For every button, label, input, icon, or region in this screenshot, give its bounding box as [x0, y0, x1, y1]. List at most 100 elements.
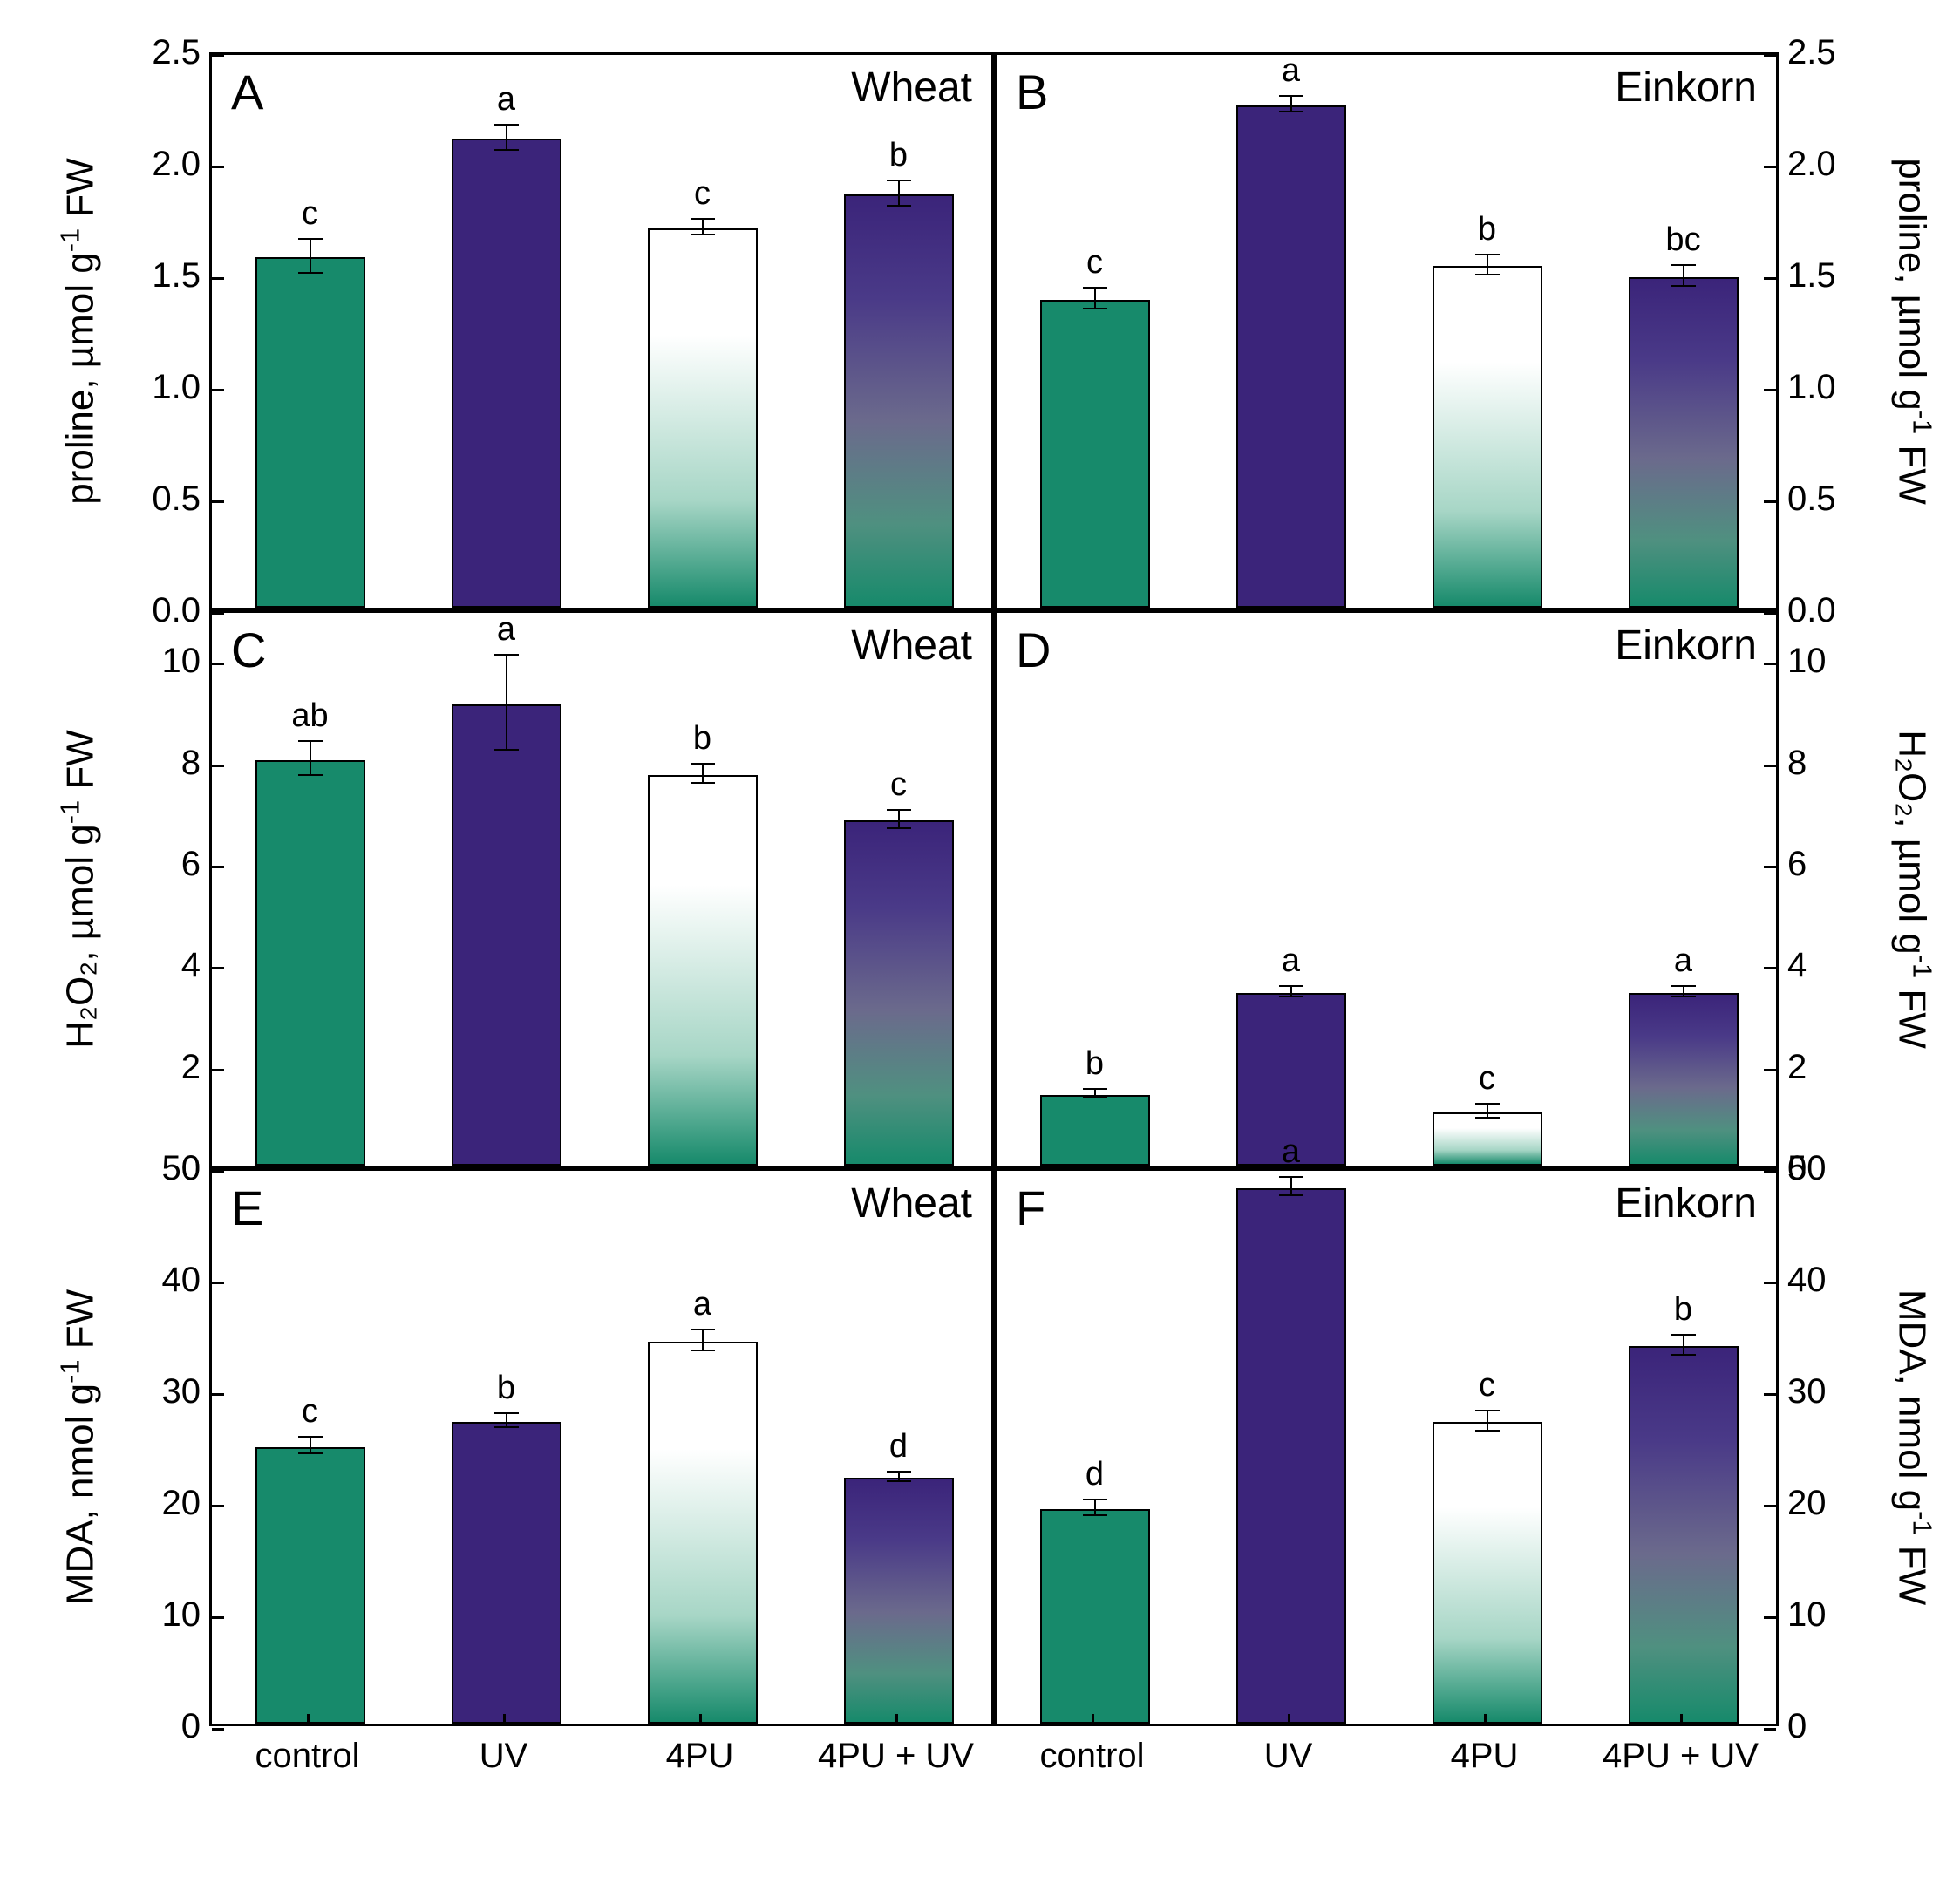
significance-label: a	[1282, 942, 1300, 980]
y-tick-label: 40	[162, 1261, 201, 1300]
panel-species: Wheat	[851, 64, 972, 112]
y-axis-title: proline, µmol g-1 FW	[1890, 158, 1938, 505]
bar: a	[452, 139, 561, 608]
y-tick-label: 40	[1787, 1261, 1827, 1300]
y-tick	[212, 1282, 224, 1284]
x-category-label: 4PU + UV	[818, 1737, 974, 1776]
y-tick	[212, 967, 224, 969]
error-bar	[898, 180, 900, 207]
y-tick-label: 1.5	[1787, 256, 1836, 296]
significance-label: a	[497, 81, 515, 119]
error-bar	[1290, 1176, 1292, 1196]
bar: c	[255, 257, 365, 608]
significance-label: d	[1085, 1456, 1104, 1493]
significance-label: b	[889, 137, 908, 174]
x-tick	[1092, 1714, 1094, 1726]
error-bar	[1290, 95, 1292, 112]
y-tick-label: 2	[1787, 1048, 1807, 1087]
x-tick	[307, 1714, 310, 1726]
y-tick	[1764, 389, 1776, 391]
panel-letter: F	[1016, 1180, 1045, 1236]
significance-label: b	[693, 720, 711, 758]
y-tick	[1764, 1616, 1776, 1619]
significance-label: c	[302, 195, 318, 233]
y-tick-label: 1.5	[152, 256, 201, 296]
error-bar	[898, 1471, 900, 1482]
error-bar	[1487, 1103, 1488, 1118]
error-bar	[702, 1329, 704, 1351]
error-bar	[310, 1436, 311, 1453]
x-category-label: 4PU + UV	[1603, 1737, 1759, 1776]
significance-label: a	[693, 1286, 711, 1323]
error-bar	[310, 238, 311, 274]
x-tick	[1288, 1714, 1290, 1726]
panel-B: BEinkorncabbc	[994, 52, 1779, 610]
y-tick	[1764, 1170, 1776, 1173]
panel-F: FEinkorndacb	[994, 1168, 1779, 1726]
y-tick-label: 4	[1787, 946, 1807, 985]
y-tick-label: 10	[162, 642, 201, 681]
y-tick-label: 4	[181, 946, 201, 985]
y-tick-label: 0.0	[152, 591, 201, 630]
error-bar	[1683, 1334, 1684, 1357]
panel-letter: E	[231, 1180, 263, 1236]
significance-label: c	[1479, 1060, 1495, 1098]
y-tick-label: 20	[162, 1484, 201, 1523]
y-tick	[1764, 1069, 1776, 1071]
y-tick-label: 8	[1787, 744, 1807, 783]
bar: a	[1629, 993, 1739, 1166]
y-tick	[212, 1505, 224, 1507]
error-bar	[898, 809, 900, 829]
y-tick-label: 10	[1787, 642, 1827, 681]
x-tick	[503, 1714, 506, 1726]
y-tick	[1764, 54, 1776, 57]
y-tick	[212, 1393, 224, 1396]
y-tick-label: 2.5	[1787, 33, 1836, 72]
y-tick	[212, 866, 224, 868]
panel-letter: B	[1016, 64, 1048, 120]
error-bar	[506, 654, 507, 751]
error-bar	[702, 763, 704, 783]
y-tick	[212, 1728, 224, 1731]
bar: b	[1433, 266, 1542, 608]
y-tick	[212, 277, 224, 280]
y-tick	[212, 389, 224, 391]
y-tick-label: 10	[1787, 1595, 1827, 1635]
panel-A: AWheatcacb	[209, 52, 994, 610]
y-tick	[1764, 663, 1776, 665]
bar: a	[452, 704, 561, 1166]
bar: b	[452, 1422, 561, 1724]
significance-label: a	[1674, 942, 1692, 980]
panel-E: EWheatcbad	[209, 1168, 994, 1726]
y-tick	[212, 663, 224, 665]
panel-species: Einkorn	[1615, 1180, 1757, 1228]
y-tick-label: 20	[1787, 1484, 1827, 1523]
significance-label: c	[302, 1393, 318, 1431]
error-bar	[1487, 1410, 1488, 1432]
x-category-label: UV	[1264, 1737, 1313, 1776]
error-bar	[506, 124, 507, 151]
x-tick	[1484, 1714, 1487, 1726]
y-tick-label: 0.0	[1787, 591, 1836, 630]
bar: c	[1433, 1422, 1542, 1724]
bar: ab	[255, 760, 365, 1166]
y-tick-label: 6	[181, 845, 201, 884]
error-bar	[1487, 254, 1488, 276]
y-tick-label: 1.0	[1787, 368, 1836, 407]
y-tick-label: 2.0	[152, 145, 201, 184]
significance-label: ab	[291, 697, 328, 735]
x-category-label: UV	[480, 1737, 528, 1776]
bar: d	[1040, 1509, 1150, 1724]
significance-label: a	[497, 611, 515, 649]
figure-root: AWheatcacb0.00.51.01.52.02.5proline, µmo…	[17, 17, 1960, 1867]
y-tick	[1764, 1728, 1776, 1731]
y-tick	[1764, 1282, 1776, 1284]
bar: c	[844, 820, 954, 1166]
y-axis-title: H₂O₂, µmol g-1 FW	[55, 730, 103, 1049]
bar: c	[1040, 300, 1150, 608]
significance-label: c	[1479, 1367, 1495, 1404]
error-bar	[1683, 985, 1684, 997]
y-tick	[1764, 1393, 1776, 1396]
y-tick-label: 50	[1787, 1149, 1827, 1188]
error-bar	[1094, 1088, 1096, 1098]
